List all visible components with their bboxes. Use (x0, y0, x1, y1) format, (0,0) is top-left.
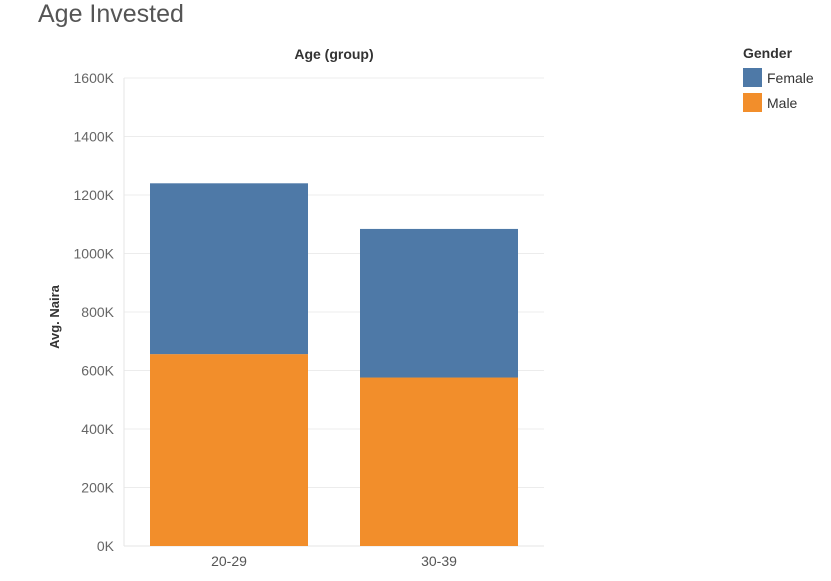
y-tick-label: 200K (81, 480, 114, 496)
legend-swatch-female (743, 68, 762, 87)
y-tick-label: 1000K (74, 246, 115, 262)
y-tick-label: 600K (81, 363, 114, 379)
x-header: Age (group) (294, 46, 373, 62)
x-tick-label: 20-29 (211, 553, 247, 569)
legend: Gender Female Male (743, 45, 814, 115)
y-tick-label: 400K (81, 421, 114, 437)
legend-item-male[interactable]: Male (743, 90, 814, 115)
legend-swatch-male (743, 93, 762, 112)
chart-title: Age Invested (38, 0, 184, 28)
bar-female-30-39 (360, 228, 518, 378)
x-tick-label: 30-39 (421, 553, 457, 569)
legend-label-female: Female (767, 69, 814, 86)
legend-item-female[interactable]: Female (743, 65, 814, 90)
bar-male-20-29 (150, 354, 308, 546)
bar-female-20-29 (150, 183, 308, 355)
y-tick-label: 0K (97, 538, 115, 554)
y-tick-label: 1400K (74, 129, 115, 145)
legend-label-male: Male (767, 94, 798, 111)
y-tick-label: 1200K (74, 187, 115, 203)
y-tick-label: 1600K (74, 70, 115, 86)
y-axis-label: Avg. Naira (47, 284, 62, 349)
y-tick-label: 800K (81, 304, 114, 320)
bar-male-30-39 (360, 377, 518, 546)
legend-title: Gender (743, 45, 793, 61)
